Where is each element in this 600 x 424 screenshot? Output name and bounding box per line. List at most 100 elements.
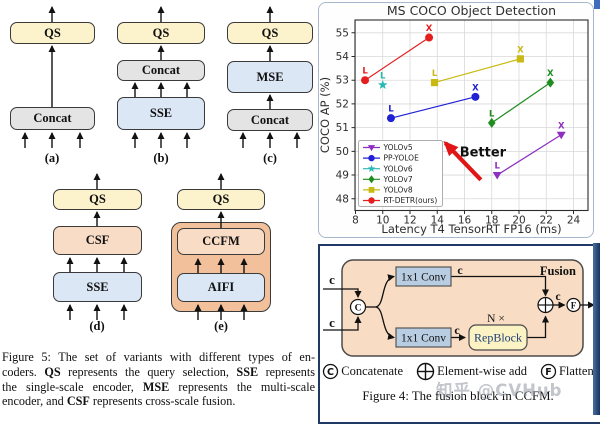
svg-text:51: 51	[336, 122, 349, 134]
c-after-add: c	[555, 291, 560, 303]
svg-text:YOLOv7: YOLOv7	[383, 175, 413, 184]
chart-annotation: Better	[443, 140, 507, 182]
svg-text:48: 48	[336, 193, 349, 205]
svg-text:X: X	[517, 45, 524, 55]
svg-text:24: 24	[567, 215, 581, 227]
svg-text:C: C	[327, 367, 334, 378]
conv-bottom-box	[395, 327, 452, 348]
svg-text:14: 14	[431, 215, 445, 227]
element-wise-add-icon	[416, 362, 435, 381]
watermark: 知乎 @CVHub	[436, 381, 563, 400]
svg-text:L: L	[494, 162, 500, 172]
figure5-diagrams: QS Concat (a) QS Concat SSE (b) QS MSE C…	[0, 0, 318, 348]
svg-text:54: 54	[336, 51, 350, 63]
svg-text:10: 10	[376, 215, 389, 227]
concat-box-c: Concat	[227, 109, 313, 131]
svg-text:L: L	[388, 105, 394, 115]
coco-chart: 8 10 12 14 16 18 20 22 24 48 49 50 51 52 53 54 55 MS COCO…	[319, 3, 589, 236]
chart-axes	[354, 19, 589, 212]
svg-text:52: 52	[336, 98, 349, 110]
caption-line: encoder, and CSF represents cross-scale …	[2, 394, 236, 409]
svg-text:22: 22	[540, 215, 553, 227]
svg-text:X: X	[472, 83, 479, 93]
svg-text:18: 18	[485, 215, 498, 227]
label-b: (b)	[153, 151, 169, 165]
csf-box: CSF	[53, 226, 142, 255]
chart-series-YOLOv5: LX	[492, 121, 566, 180]
chart-title: MS COCO Object Detection	[387, 3, 556, 18]
page-edge-strip	[593, 243, 600, 415]
ccfm-box: CCFM	[177, 228, 265, 255]
chart-series-YOLOv7: LX	[487, 69, 555, 128]
concatenate-icon: C	[323, 363, 339, 380]
fusion-label: Fusion	[540, 264, 576, 278]
svg-text:C: C	[355, 304, 362, 314]
n-times-label: N ×	[487, 313, 505, 325]
c-before-repblock: c	[454, 323, 460, 337]
concat-box-b: Concat	[117, 60, 205, 81]
svg-text:F: F	[545, 367, 552, 378]
chart-series-PP-YOLOE: LX	[386, 83, 480, 123]
sse-box-b: SSE	[117, 97, 205, 130]
figure4-panel: Fusion c c C 1x1 Conv 1x1 Conv c c N ×	[318, 244, 600, 424]
chart-ylabel: COCO AP (%)	[319, 77, 332, 153]
page-corner-mark	[594, 0, 600, 9]
svg-text:12: 12	[403, 215, 416, 227]
chart-ticks	[351, 32, 574, 214]
svg-text:F: F	[571, 301, 577, 311]
svg-text:YOLOv5: YOLOv5	[383, 143, 413, 152]
svg-text:16: 16	[458, 215, 472, 227]
input-c-bottom: c	[329, 315, 335, 330]
svg-text:PP-YOLOE: PP-YOLOE	[384, 154, 420, 163]
svg-text:1x1 Conv: 1x1 Conv	[401, 333, 446, 345]
repblock-box	[468, 324, 528, 351]
label-e: (e)	[214, 319, 228, 333]
label-c: (c)	[263, 151, 277, 165]
figure4-symbol-legend: C Concatenate Element-wise add F Flatten	[320, 362, 596, 381]
svg-text:X: X	[558, 121, 565, 131]
svg-text:1x1 Conv: 1x1 Conv	[401, 272, 446, 284]
qs-box-a: QS	[10, 22, 95, 44]
legend-element-wise-add: Element-wise add	[416, 362, 527, 381]
svg-text:YOLOv8: YOLOv8	[383, 186, 413, 195]
svg-text:X: X	[426, 24, 433, 34]
svg-text:50: 50	[336, 146, 349, 158]
coco-chart-panel: 8 10 12 14 16 18 20 22 24 48 49 50 51 52 53 54 55 MS COCO…	[318, 2, 594, 238]
svg-text:L: L	[380, 71, 386, 81]
svg-text:RepBlock: RepBlock	[474, 331, 522, 345]
qs-box-c: QS	[227, 22, 313, 44]
concat-box-a: Concat	[10, 107, 95, 130]
sse-box-d: SSE	[53, 272, 142, 302]
input-c-top: c	[329, 272, 335, 287]
concatenate-icon	[349, 298, 367, 316]
qs-box-e: QS	[177, 189, 265, 210]
figure4-caption: Figure 4: The fusion block in CCFM.	[362, 389, 554, 403]
svg-text:53: 53	[336, 75, 349, 87]
svg-text:L: L	[362, 67, 368, 77]
figure5-caption: Figure 5: The set of variants with diffe…	[2, 350, 315, 409]
fusion-block-diagram: Fusion c c C 1x1 Conv 1x1 Conv c c N ×	[323, 259, 595, 357]
chart-xlabel: Latency T4 TensorRT FP16 (ms)	[381, 222, 561, 236]
flatten-icon	[566, 297, 581, 313]
svg-text:49: 49	[336, 170, 349, 182]
c-after-top-conv: c	[457, 263, 463, 277]
svg-text:8: 8	[352, 215, 359, 227]
svg-text:L: L	[489, 109, 495, 119]
label-d: (d)	[89, 319, 105, 333]
svg-text:X: X	[547, 69, 554, 79]
chart-series-YOLOv8: LX	[430, 45, 524, 87]
legend-flatten: F Flatten	[540, 363, 594, 380]
svg-text:Better: Better	[460, 146, 507, 161]
caption-line: coders. QS represents the query selectio…	[2, 364, 315, 379]
label-a: (a)	[44, 151, 60, 165]
mse-box-c: MSE	[227, 61, 313, 93]
aifi-box: AIFI	[177, 273, 265, 302]
svg-text:L: L	[432, 69, 438, 79]
svg-text:20: 20	[512, 215, 525, 227]
flatten-icon: F	[540, 363, 557, 380]
qs-box-b: QS	[117, 22, 205, 44]
caption-line: the single-scale encoder, MSE represents…	[2, 379, 315, 394]
chart-series-YOLOv6: L	[377, 71, 388, 90]
